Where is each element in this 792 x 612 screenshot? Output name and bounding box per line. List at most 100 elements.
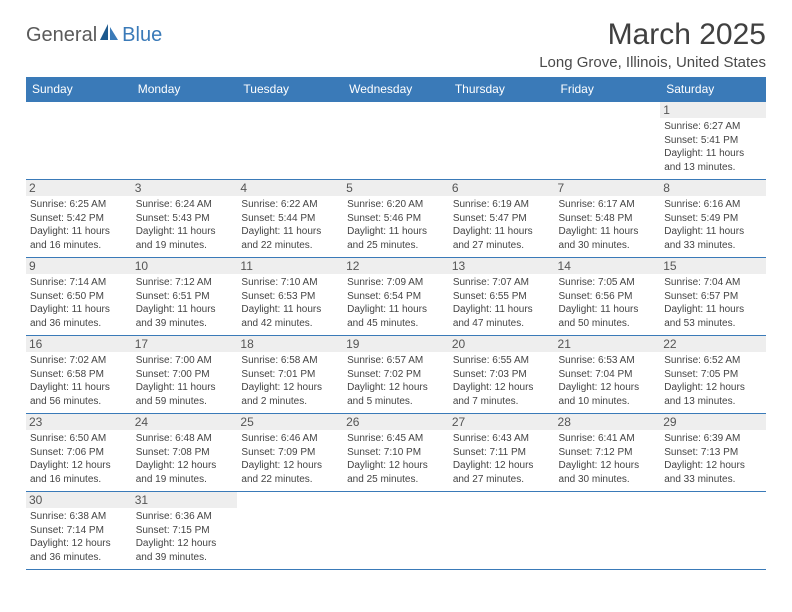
calendar-cell: 21Sunrise: 6:53 AMSunset: 7:04 PMDayligh…: [555, 336, 661, 414]
sunset-text: Sunset: 7:05 PM: [664, 368, 762, 382]
calendar-cell: [660, 492, 766, 570]
calendar-cell: 27Sunrise: 6:43 AMSunset: 7:11 PMDayligh…: [449, 414, 555, 492]
sunset-text: Sunset: 6:56 PM: [559, 290, 657, 304]
day-number: 11: [237, 258, 343, 274]
day-number: 13: [449, 258, 555, 274]
day-info: Sunrise: 6:36 AMSunset: 7:15 PMDaylight:…: [136, 510, 234, 564]
day-info: Sunrise: 6:16 AMSunset: 5:49 PMDaylight:…: [664, 198, 762, 252]
header: General Blue March 2025 Long Grove, Illi…: [26, 18, 766, 71]
calendar-cell: 24 Sunrise: 6:48 AMSunset: 7:08 PMDayligh…: [132, 414, 238, 492]
sunrise-text: Sunrise: 6:43 AM: [453, 432, 551, 446]
calendar-cell: 28Sunrise: 6:41 AMSunset: 7:12 PMDayligh…: [555, 414, 661, 492]
sunrise-text: Sunrise: 6:38 AM: [30, 510, 128, 524]
sunset-text: Sunset: 5:46 PM: [347, 212, 445, 226]
day-header: Monday: [132, 77, 238, 102]
sunrise-text: Sunrise: 7:10 AM: [241, 276, 339, 290]
daylight-text: Daylight: 11 hours and 33 minutes.: [664, 225, 762, 252]
sunrise-text: Sunrise: 6:16 AM: [664, 198, 762, 212]
logo-text-blue: Blue: [122, 24, 162, 47]
day-info: Sunrise: 7:09 AMSunset: 6:54 PMDaylight:…: [347, 276, 445, 330]
calendar-cell: [343, 102, 449, 180]
sunrise-text: Sunrise: 6:20 AM: [347, 198, 445, 212]
sunset-text: Sunset: 6:58 PM: [30, 368, 128, 382]
day-number: 14: [555, 258, 661, 274]
day-info: Sunrise: 6:46 AMSunset: 7:09 PMDaylight:…: [241, 432, 339, 486]
day-info: Sunrise: 6:45 AMSunset: 7:10 PMDaylight:…: [347, 432, 445, 486]
daylight-text: Daylight: 12 hours and 16 minutes.: [30, 459, 128, 486]
logo: General Blue: [26, 24, 162, 47]
day-number: 6: [449, 180, 555, 196]
day-info: Sunrise: 7:02 AMSunset: 6:58 PMDaylight:…: [30, 354, 128, 408]
sunset-text: Sunset: 5:43 PM: [136, 212, 234, 226]
sunrise-text: Sunrise: 6:50 AM: [30, 432, 128, 446]
sunrise-text: Sunrise: 7:05 AM: [559, 276, 657, 290]
calendar-cell: 22Sunrise: 6:52 AMSunset: 7:05 PMDayligh…: [660, 336, 766, 414]
calendar-cell: [449, 492, 555, 570]
calendar-cell: [555, 492, 661, 570]
day-info: Sunrise: 7:12 AMSunset: 6:51 PMDaylight:…: [136, 276, 234, 330]
day-number: 18: [237, 336, 343, 352]
calendar-cell: 4Sunrise: 6:22 AMSunset: 5:44 PMDaylight…: [237, 180, 343, 258]
calendar-cell: 15Sunrise: 7:04 AMSunset: 6:57 PMDayligh…: [660, 258, 766, 336]
daylight-text: Daylight: 11 hours and 50 minutes.: [559, 303, 657, 330]
day-header: Wednesday: [343, 77, 449, 102]
sunrise-text: Sunrise: 6:52 AM: [664, 354, 762, 368]
calendar-cell: 14 Sunrise: 7:05 AMSunset: 6:56 PMDayligh…: [555, 258, 661, 336]
sunset-text: Sunset: 7:00 PM: [136, 368, 234, 382]
day-number: 30: [26, 492, 132, 508]
day-info: Sunrise: 6:38 AMSunset: 7:14 PMDaylight:…: [30, 510, 128, 564]
sunset-text: Sunset: 7:02 PM: [347, 368, 445, 382]
daylight-text: Daylight: 12 hours and 2 minutes.: [241, 381, 339, 408]
sunrise-text: Sunrise: 7:07 AM: [453, 276, 551, 290]
daylight-text: Daylight: 12 hours and 5 minutes.: [347, 381, 445, 408]
calendar-cell: 12Sunrise: 7:09 AMSunset: 6:54 PMDayligh…: [343, 258, 449, 336]
sunset-text: Sunset: 5:44 PM: [241, 212, 339, 226]
calendar-row: 9Sunrise: 7:14 AMSunset: 6:50 PMDaylight…: [26, 258, 766, 336]
calendar-cell: 20Sunrise: 6:55 AMSunset: 7:03 PMDayligh…: [449, 336, 555, 414]
calendar-cell: 8Sunrise: 6:16 AMSunset: 5:49 PMDaylight…: [660, 180, 766, 258]
day-number: 19: [343, 336, 449, 352]
sunrise-text: Sunrise: 6:25 AM: [30, 198, 128, 212]
calendar-cell: 16 Sunrise: 7:02 AMSunset: 6:58 PMDayligh…: [26, 336, 132, 414]
daylight-text: Daylight: 11 hours and 53 minutes.: [664, 303, 762, 330]
day-info: Sunrise: 6:57 AMSunset: 7:02 PMDaylight:…: [347, 354, 445, 408]
sunset-text: Sunset: 6:55 PM: [453, 290, 551, 304]
calendar-row: 1Sunrise: 6:27 AMSunset: 5:41 PMDaylight…: [26, 102, 766, 180]
day-info: Sunrise: 6:24 AMSunset: 5:43 PMDaylight:…: [136, 198, 234, 252]
day-number: 16: [26, 336, 132, 352]
day-info: Sunrise: 7:00 AMSunset: 7:00 PMDaylight:…: [136, 354, 234, 408]
sunrise-text: Sunrise: 6:19 AM: [453, 198, 551, 212]
daylight-text: Daylight: 12 hours and 13 minutes.: [664, 381, 762, 408]
calendar-cell: 29Sunrise: 6:39 AMSunset: 7:13 PMDayligh…: [660, 414, 766, 492]
day-number: 5: [343, 180, 449, 196]
calendar-cell: 30 Sunrise: 6:38 AMSunset: 7:14 PMDayligh…: [26, 492, 132, 570]
daylight-text: Daylight: 12 hours and 27 minutes.: [453, 459, 551, 486]
daylight-text: Daylight: 12 hours and 19 minutes.: [136, 459, 234, 486]
calendar-cell: 26Sunrise: 6:45 AMSunset: 7:10 PMDayligh…: [343, 414, 449, 492]
sunrise-text: Sunrise: 6:41 AM: [559, 432, 657, 446]
calendar-cell: [26, 102, 132, 180]
day-number: 23: [26, 414, 132, 430]
calendar-cell: [449, 102, 555, 180]
daylight-text: Daylight: 11 hours and 22 minutes.: [241, 225, 339, 252]
daylight-text: Daylight: 12 hours and 7 minutes.: [453, 381, 551, 408]
title-block: March 2025 Long Grove, Illinois, United …: [539, 18, 766, 71]
calendar-cell: 17Sunrise: 7:00 AMSunset: 7:00 PMDayligh…: [132, 336, 238, 414]
daylight-text: Daylight: 12 hours and 25 minutes.: [347, 459, 445, 486]
calendar-cell: 31Sunrise: 6:36 AMSunset: 7:15 PMDayligh…: [132, 492, 238, 570]
sunset-text: Sunset: 5:47 PM: [453, 212, 551, 226]
sunset-text: Sunset: 5:48 PM: [559, 212, 657, 226]
calendar-cell: 18Sunrise: 6:58 AMSunset: 7:01 PMDayligh…: [237, 336, 343, 414]
calendar-row: 16Sunrise: 7:02 AMSunset: 6:58 PMDayligh…: [26, 336, 766, 414]
day-info: Sunrise: 6:25 AMSunset: 5:42 PMDaylight:…: [30, 198, 128, 252]
day-info: Sunrise: 6:50 AMSunset: 7:06 PMDaylight:…: [30, 432, 128, 486]
sunrise-text: Sunrise: 7:02 AM: [30, 354, 128, 368]
day-info: Sunrise: 6:48 AMSunset: 7:08 PMDaylight:…: [136, 432, 234, 486]
calendar-cell: 2Sunrise: 6:25 AMSunset: 5:42 PMDaylight…: [26, 180, 132, 258]
day-header: Tuesday: [237, 77, 343, 102]
day-number: 24: [132, 414, 238, 430]
daylight-text: Daylight: 12 hours and 36 minutes.: [30, 537, 128, 564]
sunset-text: Sunset: 7:12 PM: [559, 446, 657, 460]
sunset-text: Sunset: 7:11 PM: [453, 446, 551, 460]
daylight-text: Daylight: 11 hours and 27 minutes.: [453, 225, 551, 252]
